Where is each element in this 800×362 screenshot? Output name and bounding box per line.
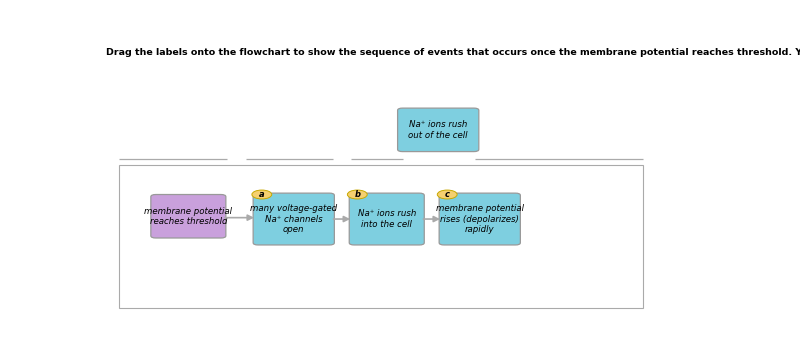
Circle shape [438,190,457,199]
Text: Drag the labels onto the flowchart to show the sequence of events that occurs on: Drag the labels onto the flowchart to sh… [106,48,800,56]
Text: many voltage-gated
Na⁺ channels
open: many voltage-gated Na⁺ channels open [250,204,338,234]
Text: membrane potential
reaches threshold: membrane potential reaches threshold [144,207,232,226]
Text: membrane potential
rises (depolarizes)
rapidly: membrane potential rises (depolarizes) r… [436,204,524,234]
Text: a: a [259,190,265,199]
FancyBboxPatch shape [253,193,334,245]
Circle shape [347,190,367,199]
Text: b: b [354,190,360,199]
Text: c: c [445,190,450,199]
Circle shape [252,190,272,199]
FancyBboxPatch shape [118,165,642,308]
FancyBboxPatch shape [398,108,479,152]
FancyBboxPatch shape [439,193,520,245]
Text: Na⁺ ions rush
into the cell: Na⁺ ions rush into the cell [358,209,416,229]
Text: Na⁺ ions rush
out of the cell: Na⁺ ions rush out of the cell [409,120,468,139]
FancyBboxPatch shape [151,194,226,238]
FancyBboxPatch shape [350,193,424,245]
